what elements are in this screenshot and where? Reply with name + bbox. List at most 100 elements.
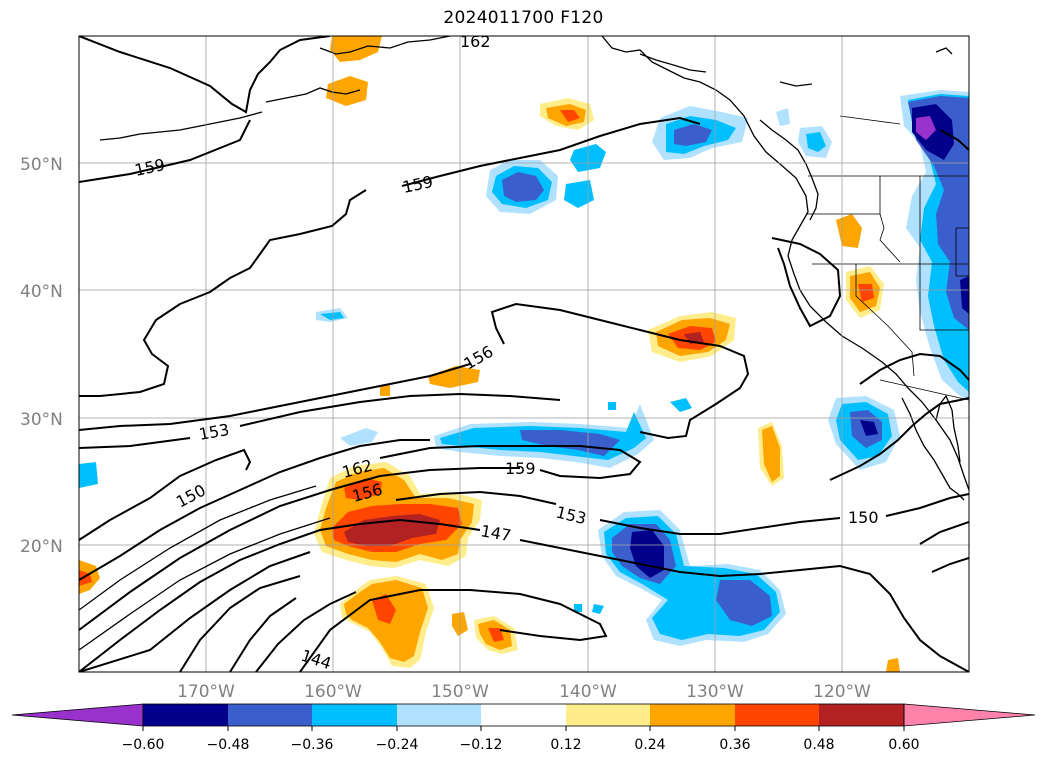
positive-area xyxy=(858,284,874,302)
contour-jet-2 xyxy=(79,439,430,581)
lat-label-40n: 40°N xyxy=(20,282,63,302)
coastline xyxy=(759,119,819,221)
contour-thin xyxy=(79,485,317,611)
positive-area xyxy=(428,366,480,388)
colorbar-segment xyxy=(228,704,312,726)
lat-label-50n: 50°N xyxy=(20,155,63,175)
map-background xyxy=(79,36,969,672)
colorbar-extend-max xyxy=(903,703,1036,727)
contour-south-2 xyxy=(179,575,301,672)
border xyxy=(806,213,901,263)
coastline xyxy=(265,87,361,103)
negative-area xyxy=(776,108,790,126)
negative-area xyxy=(806,132,826,152)
negative-area xyxy=(860,420,878,436)
colorbar-segment xyxy=(312,704,397,726)
lat-label-20n: 20°N xyxy=(20,537,63,557)
colorbar-outline xyxy=(142,703,905,727)
colorbar-tick-label: 0.36 xyxy=(719,737,750,753)
colorbar-tick-label: 0.12 xyxy=(550,737,581,753)
contour-150 xyxy=(79,448,252,541)
contour-label: 162 xyxy=(460,32,491,51)
height-contours xyxy=(79,36,969,672)
contour-153-jet xyxy=(395,490,557,505)
negative-area xyxy=(340,428,378,446)
colorbar-tick-label: −0.48 xyxy=(207,737,250,753)
negative-area xyxy=(608,402,616,410)
lon-label-130w: 130°W xyxy=(686,682,744,702)
contour-labels: 162 159 159 156 153 150 162 156 159 147 … xyxy=(133,32,879,673)
lon-label-170w: 170°W xyxy=(177,682,235,702)
negative-area xyxy=(564,180,594,208)
lon-label-150w: 150°W xyxy=(431,682,489,702)
contour-153 xyxy=(79,437,191,449)
negative-area xyxy=(960,276,969,314)
colorbar-segment xyxy=(650,704,735,726)
positive-area xyxy=(488,628,504,642)
negative-area xyxy=(520,430,620,456)
positive-area xyxy=(344,478,382,500)
colorbar-extend-min xyxy=(11,703,144,727)
contour-east-5 xyxy=(931,557,969,573)
positive-area xyxy=(886,658,900,672)
contour-jet-3 xyxy=(79,467,520,631)
negative-area xyxy=(674,124,712,146)
map-frame xyxy=(78,35,970,673)
negative-area xyxy=(916,116,936,140)
colorbar-segment xyxy=(735,704,819,726)
contour-east-4 xyxy=(919,521,969,545)
contour-label: 150 xyxy=(848,508,879,527)
lat-label-30n: 30°N xyxy=(20,410,63,430)
contour-east-2 xyxy=(859,352,969,385)
colorbar-ticks xyxy=(142,726,905,731)
border xyxy=(955,227,969,277)
colorbar-tick-label: −0.12 xyxy=(460,737,503,753)
contour-147-east xyxy=(519,539,969,672)
contour-159-north xyxy=(79,119,251,183)
height-contours-fine xyxy=(79,485,331,651)
contour-159-loop xyxy=(79,189,367,397)
positive-area xyxy=(762,426,780,482)
positive-area xyxy=(560,110,580,122)
border xyxy=(919,176,969,331)
colorbar-tick-labels: −0.60 −0.48 −0.36 −0.24 −0.12 0.12 0.24 … xyxy=(122,737,920,753)
negative-area xyxy=(320,312,344,320)
colorbar: −0.60 −0.48 −0.36 −0.24 −0.12 0.12 0.24 … xyxy=(11,703,1036,753)
colorbar-tick-label: −0.36 xyxy=(291,737,334,753)
negative-area xyxy=(502,172,544,202)
contour-144 xyxy=(299,589,608,672)
map-area: 162 159 159 156 153 150 162 156 159 147 … xyxy=(78,32,970,673)
lat-labels: 50°N 40°N 30°N 20°N xyxy=(20,155,63,557)
border xyxy=(879,379,969,401)
colorbar-segment xyxy=(566,704,650,726)
contour-159-jet xyxy=(379,445,642,480)
contour-east-trough xyxy=(771,237,842,328)
coastlines xyxy=(99,36,969,501)
coastline xyxy=(601,36,969,491)
colorbar-segment xyxy=(143,704,228,726)
colorbar-tick-label: −0.60 xyxy=(122,737,165,753)
coastline xyxy=(779,81,813,87)
contour-147 xyxy=(79,518,481,672)
negative-area xyxy=(716,580,772,626)
contour-label: 159 xyxy=(505,459,536,478)
lon-label-160w: 160°W xyxy=(304,682,362,702)
border xyxy=(855,264,915,377)
negative-area xyxy=(79,462,98,488)
contour-156 xyxy=(79,363,471,431)
colorbar-segment xyxy=(481,704,566,726)
colorbar-tick-label: 0.24 xyxy=(634,737,665,753)
colorbar-segment xyxy=(397,704,481,726)
colorbar-tick-label: −0.24 xyxy=(376,737,419,753)
contour-156-east xyxy=(490,302,750,440)
coastline xyxy=(639,53,707,73)
colorbar-tick-label: 0.48 xyxy=(803,737,834,753)
coastline xyxy=(901,397,965,501)
coastline xyxy=(99,111,263,141)
negative-area xyxy=(592,604,604,614)
lon-labels: 170°W 160°W 150°W 140°W 130°W 120°W xyxy=(177,682,871,702)
contour-150-east xyxy=(885,493,969,517)
colorbar-tick-label: 0.60 xyxy=(888,737,919,753)
contour-153-south xyxy=(239,392,561,427)
coastline xyxy=(319,36,451,55)
